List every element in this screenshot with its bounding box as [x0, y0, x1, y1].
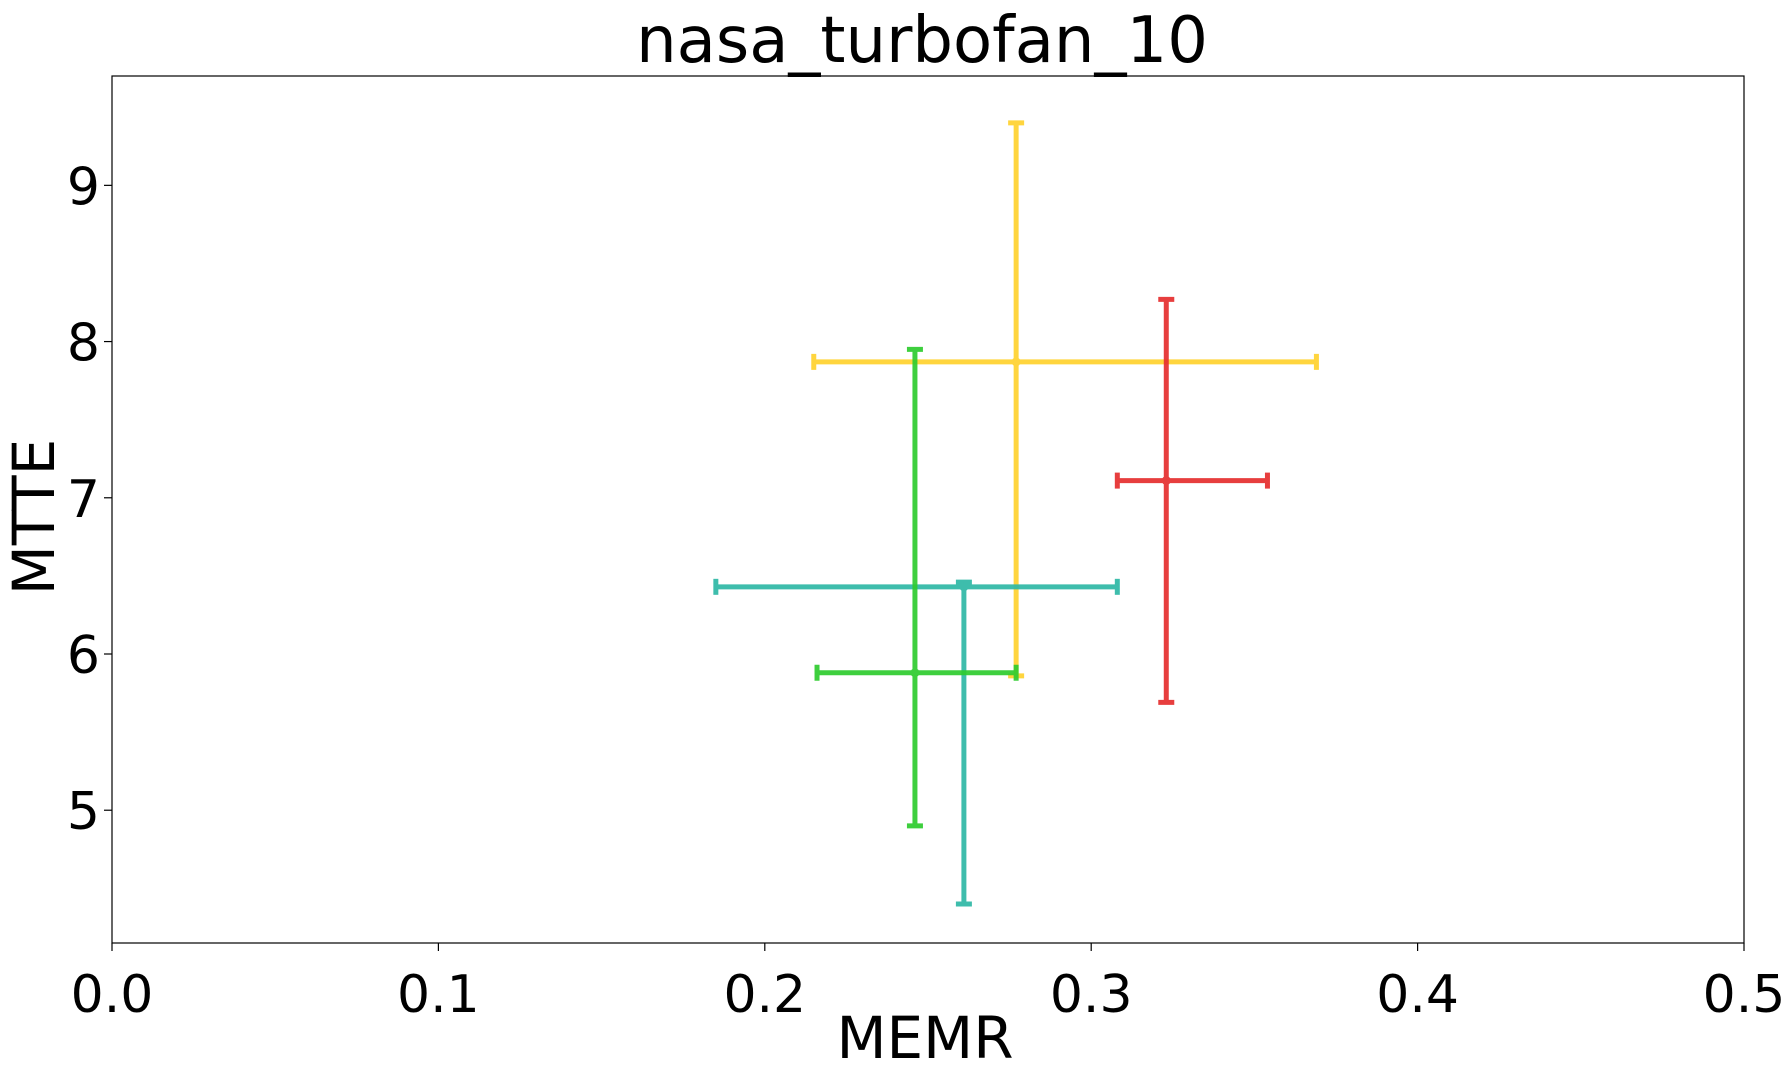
data-point [959, 582, 969, 592]
errorbar-series-2 [1114, 296, 1270, 705]
y-tick-label: 9 [67, 157, 100, 217]
y-axis-label: MTTE [0, 439, 68, 596]
y-tick-label: 5 [67, 782, 100, 842]
errorbar-series-1 [811, 120, 1319, 679]
x-tick-label: 0.0 [71, 965, 154, 1025]
x-tick-label: 0.3 [1050, 965, 1133, 1025]
plot-frame [111, 75, 1745, 944]
errorbar-series-4 [814, 346, 1019, 829]
y-axis: 5 6 7 8 9 [67, 157, 112, 842]
plot-area [111, 75, 1745, 944]
y-tick-label: 8 [67, 314, 100, 374]
data-point [1011, 357, 1021, 367]
x-tick-label: 0.5 [1703, 965, 1786, 1025]
data-point [1161, 476, 1171, 486]
x-axis-label: MEMR [836, 1004, 1013, 1072]
x-tick-label: 0.2 [723, 965, 806, 1025]
data-point [910, 668, 920, 678]
chart-title: nasa_turbofan_10 [636, 4, 1208, 78]
x-tick-label: 0.4 [1376, 965, 1459, 1025]
x-tick-label: 0.1 [397, 965, 480, 1025]
y-tick-label: 6 [67, 626, 100, 686]
y-tick-label: 7 [67, 470, 100, 530]
x-axis: 0.0 0.1 0.2 0.3 0.4 0.5 [71, 943, 1786, 1025]
